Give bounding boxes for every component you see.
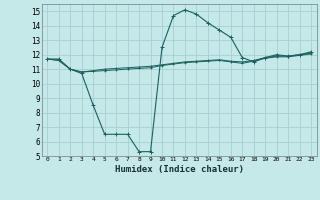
X-axis label: Humidex (Indice chaleur): Humidex (Indice chaleur) (115, 165, 244, 174)
